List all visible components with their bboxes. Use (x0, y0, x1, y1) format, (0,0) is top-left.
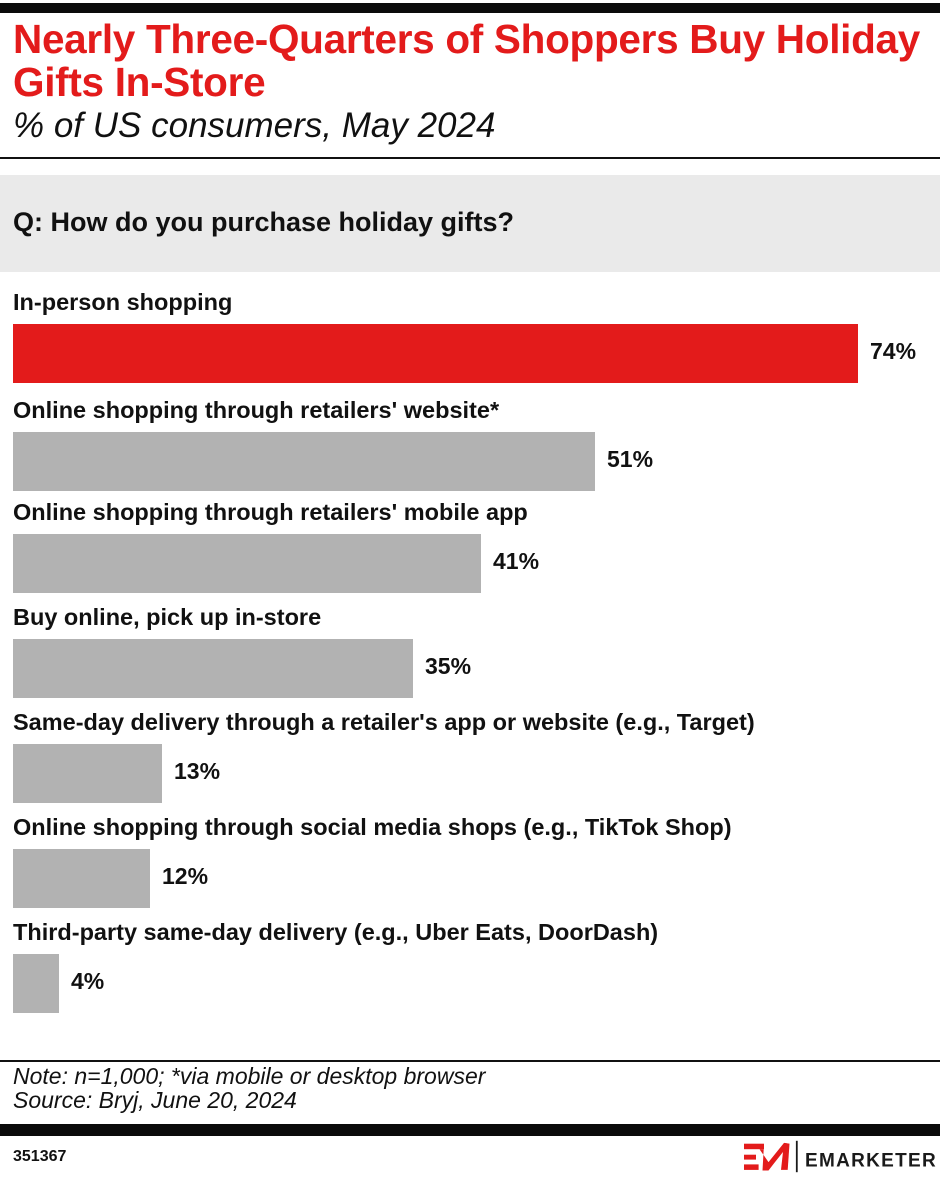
svg-text:EMARKETER: EMARKETER (805, 1151, 937, 1172)
